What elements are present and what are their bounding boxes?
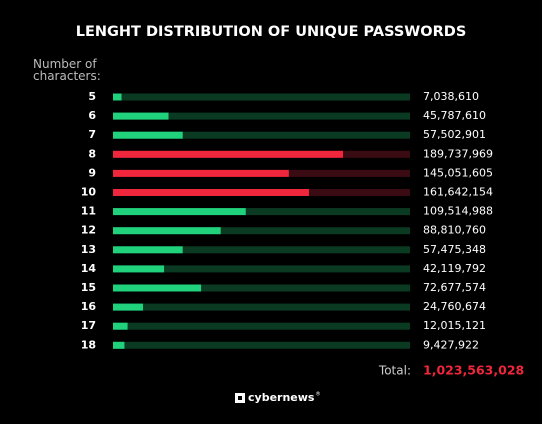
category-label: 16 [81,300,97,313]
value-label: 189,737,969 [423,147,493,160]
value-label: 57,502,901 [423,128,486,141]
category-label: 7 [88,128,96,141]
value-label: 145,051,605 [423,166,493,179]
value-label: 9,427,922 [423,338,479,351]
bar [113,112,169,120]
category-label: 14 [81,262,97,275]
bar-track [113,131,410,139]
bar-track [113,246,410,254]
bar [113,265,165,273]
category-label: 12 [81,224,96,237]
value-label: 7,038,610 [423,90,479,103]
axis-label-line: characters: [33,69,101,83]
category-label: 13 [81,243,96,256]
bar [113,341,125,349]
value-label: 88,810,760 [423,224,486,237]
bar-track [113,284,410,292]
total-label: Total: [378,364,411,378]
logo-text: cybernews [248,391,315,404]
value-label: 161,642,154 [423,186,493,199]
value-label: 45,787,610 [423,109,486,122]
bar-track [113,303,410,311]
value-label: 109,514,988 [423,205,493,218]
logo: cybernews ® [235,391,320,404]
logo-mark: ® [315,391,320,398]
bar [113,189,309,196]
total-value: 1,023,563,028 [423,363,524,378]
bar-track [113,322,410,330]
value-label: 57,475,348 [423,243,486,256]
category-label: 9 [88,166,96,179]
value-label: 42,119,792 [423,262,486,275]
bar [113,208,246,216]
value-label: 12,015,121 [423,319,486,332]
bar [113,284,202,292]
category-label: 6 [88,109,96,122]
bar-track [113,265,410,273]
value-label: 24,760,674 [423,300,486,313]
bar [113,246,183,254]
axis-label: Number of characters: [33,57,101,83]
axis-label-line: Number of [33,57,97,71]
category-label: 17 [81,319,96,332]
category-label: 18 [81,338,96,351]
chart-title: LENGHT DISTRIBUTION OF UNIQUE PASSWORDS [76,24,467,40]
bar-track [113,341,410,349]
bar-track [113,208,410,216]
bar-track [113,93,410,101]
category-label: 11 [81,205,96,218]
bar-track [113,112,410,120]
bar [113,227,221,235]
category-label: 8 [88,147,96,160]
bar [113,93,122,101]
bar [113,150,344,158]
bar [113,131,183,139]
bar-track [113,227,410,235]
category-label: 5 [88,90,96,103]
category-label: 15 [81,281,96,294]
category-label: 10 [81,186,97,199]
value-label: 72,677,574 [423,281,486,294]
bar [113,322,128,330]
logo-icon-hole [238,396,242,400]
bar [113,303,144,311]
bar [113,169,289,177]
